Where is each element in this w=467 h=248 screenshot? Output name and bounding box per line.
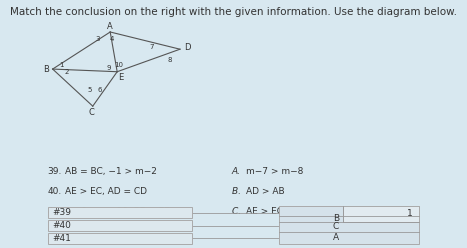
Text: B: B: [333, 215, 339, 223]
Text: #41: #41: [53, 234, 71, 243]
Text: 1: 1: [59, 62, 64, 68]
Text: A.: A.: [232, 167, 247, 176]
Text: 5: 5: [87, 87, 92, 93]
Text: #39: #39: [53, 208, 71, 217]
Text: C.: C.: [232, 207, 247, 216]
FancyBboxPatch shape: [48, 207, 192, 218]
Text: 4: 4: [110, 36, 114, 42]
Text: A: A: [333, 233, 339, 242]
Text: E: E: [118, 72, 123, 82]
Text: B: B: [43, 64, 49, 74]
Text: 10: 10: [114, 62, 123, 68]
Text: m−9 < m−10, BE = ED: m−9 < m−10, BE = ED: [65, 207, 171, 216]
Text: m−7 > m−8: m−7 > m−8: [246, 167, 303, 176]
Text: 1: 1: [407, 209, 413, 218]
FancyBboxPatch shape: [48, 233, 192, 245]
Text: C: C: [88, 108, 94, 117]
Text: D: D: [184, 43, 190, 52]
Text: A: A: [107, 22, 113, 31]
Text: 7: 7: [150, 44, 154, 50]
Text: C: C: [333, 222, 339, 231]
FancyBboxPatch shape: [48, 220, 192, 231]
FancyBboxPatch shape: [279, 206, 419, 245]
Text: 2: 2: [64, 69, 69, 75]
Text: 39.: 39.: [48, 167, 62, 176]
Text: 3: 3: [96, 36, 100, 42]
Text: AE > EC: AE > EC: [246, 207, 283, 216]
Text: 41.: 41.: [48, 207, 62, 216]
Text: 9: 9: [106, 65, 111, 71]
Text: AB = BC, −1 > m−2: AB = BC, −1 > m−2: [65, 167, 157, 176]
Text: AD > AB: AD > AB: [246, 187, 284, 196]
Text: 8: 8: [167, 57, 172, 63]
FancyBboxPatch shape: [343, 206, 419, 222]
Text: B.: B.: [232, 187, 247, 196]
Text: Match the conclusion on the right with the given information. Use the diagram be: Match the conclusion on the right with t…: [10, 7, 457, 17]
Text: 40.: 40.: [48, 187, 62, 196]
Text: #40: #40: [53, 221, 71, 230]
Text: 6: 6: [98, 87, 102, 93]
Text: AE > EC, AD = CD: AE > EC, AD = CD: [65, 187, 147, 196]
